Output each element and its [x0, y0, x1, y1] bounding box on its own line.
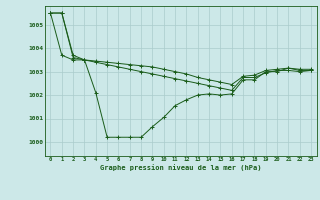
X-axis label: Graphe pression niveau de la mer (hPa): Graphe pression niveau de la mer (hPa) — [100, 164, 261, 171]
